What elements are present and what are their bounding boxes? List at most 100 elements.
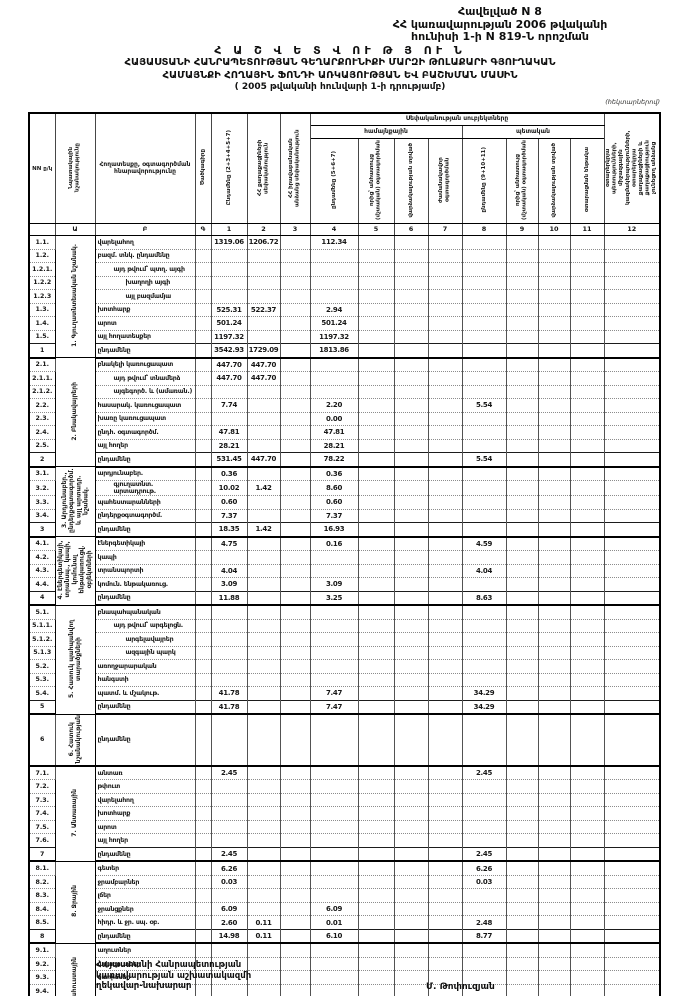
value-cell-col11 bbox=[569, 983, 605, 996]
value-cell-col10 bbox=[537, 466, 571, 482]
code-cell bbox=[194, 833, 212, 848]
value-cell-col4 bbox=[309, 289, 359, 304]
code-cell bbox=[194, 806, 212, 821]
row-number: 7.6. bbox=[28, 833, 56, 848]
value-cell-col8: 5.54 bbox=[461, 398, 507, 413]
value-cell-col1 bbox=[210, 632, 248, 647]
code-cell bbox=[194, 874, 212, 890]
code-cell bbox=[194, 411, 212, 427]
row-label: այլ հողեր bbox=[94, 438, 196, 454]
value-cell-col5 bbox=[357, 316, 395, 331]
value-cell-col6 bbox=[393, 248, 429, 264]
value-cell-col3 bbox=[279, 495, 311, 510]
value-cell-col6 bbox=[393, 495, 429, 510]
value-cell-col10 bbox=[537, 289, 571, 304]
value-cell-col9 bbox=[505, 411, 539, 427]
row-label: գետեր bbox=[94, 860, 196, 876]
code-cell bbox=[194, 888, 212, 903]
code-cell bbox=[194, 672, 212, 688]
value-cell-col12 bbox=[603, 536, 661, 552]
value-cell-col7 bbox=[427, 901, 463, 917]
row-number: 2.4. bbox=[28, 425, 56, 440]
table-row: 7.1. 7. Անտառային անտառ 2.45 2.45 bbox=[28, 765, 661, 862]
value-cell-col2 bbox=[246, 411, 281, 427]
value-cell-col9 bbox=[505, 604, 539, 620]
row-label: ջրանցքներ bbox=[94, 901, 196, 917]
value-cell-col11 bbox=[569, 452, 605, 468]
value-cell-col11 bbox=[569, 384, 605, 400]
value-cell-col1: 4.75 bbox=[210, 536, 248, 552]
value-cell-col1: 447.70 bbox=[210, 371, 248, 386]
row-label: աղուտներ bbox=[94, 942, 196, 958]
table-row: 7.4. խոտհարք bbox=[28, 806, 661, 821]
table-row: 1.4. արոտ 501.24 501.24 bbox=[28, 316, 661, 331]
section-name: 1. Գյուղատնտեսական նշանակ. bbox=[54, 235, 96, 359]
code-cell bbox=[194, 792, 212, 808]
value-cell-col8: 34.29 bbox=[461, 686, 507, 701]
value-cell-col4 bbox=[309, 888, 359, 903]
section-name-text: 1. Գյուղատնտեսական նշանակ. bbox=[71, 244, 79, 347]
value-cell-col6 bbox=[393, 289, 429, 304]
value-cell-col7 bbox=[427, 235, 463, 250]
value-cell-col3 bbox=[279, 779, 311, 794]
report-date-note: ( 2005 թվականի հունվարի 1-ի դրությամբ) bbox=[234, 82, 446, 92]
value-cell-col2 bbox=[246, 275, 281, 291]
table-row: 3.4. ընդերքօգտագործմ. 7.37 7.37 bbox=[28, 508, 661, 524]
row-number: 3.2. bbox=[28, 480, 56, 497]
row-number: 1.2. bbox=[28, 248, 56, 264]
section-name: 8. Ջրային bbox=[54, 860, 96, 944]
value-cell-col2 bbox=[246, 604, 281, 620]
value-cell-col6 bbox=[393, 713, 429, 767]
section-name-text: 9. Պահուստային bbox=[71, 956, 79, 996]
value-cell-col1: 525.31 bbox=[210, 302, 248, 318]
row-label: առողջարարական bbox=[94, 659, 196, 674]
value-cell-col3 bbox=[279, 604, 311, 620]
row-number: 4.3. bbox=[28, 563, 56, 579]
section-name: 2. Բնակավայրերի bbox=[54, 357, 96, 468]
value-cell-col11 bbox=[569, 659, 605, 674]
value-cell-col1 bbox=[210, 248, 248, 264]
col-number bbox=[28, 223, 56, 237]
code-cell bbox=[194, 563, 212, 579]
value-cell-col11 bbox=[569, 495, 605, 510]
value-cell-col8: 0.03 bbox=[461, 874, 507, 890]
value-cell-col11 bbox=[569, 672, 605, 688]
value-cell-col3 bbox=[279, 343, 311, 359]
value-cell-col4 bbox=[309, 846, 359, 863]
value-cell-col6 bbox=[393, 508, 429, 524]
value-cell-col2 bbox=[246, 888, 281, 903]
value-cell-col3 bbox=[279, 819, 311, 835]
code-cell bbox=[194, 480, 212, 497]
row-label: վարելահող bbox=[94, 792, 196, 808]
value-cell-col5 bbox=[357, 343, 395, 359]
header-row-numbers: Ա Բ Գ 1 2 3 4 5 6 7 8 9 10 11 12 bbox=[28, 223, 661, 237]
value-cell-col10 bbox=[537, 398, 571, 413]
col-number: 8 bbox=[461, 223, 507, 237]
value-cell-col2: 447.70 bbox=[246, 357, 281, 373]
value-cell-col9 bbox=[505, 550, 539, 565]
value-cell-col9 bbox=[505, 577, 539, 592]
value-cell-col1: 3.09 bbox=[210, 577, 248, 592]
table-row: 2.5. այլ հողեր 28.21 28.21 bbox=[28, 438, 661, 454]
code-cell bbox=[194, 659, 212, 674]
table-row: 4 ընդամենը 11.88 3.25 8.63 bbox=[28, 590, 661, 607]
value-cell-col11 bbox=[569, 235, 605, 250]
value-cell-col11 bbox=[569, 289, 605, 304]
value-cell-col9 bbox=[505, 425, 539, 440]
value-cell-col12 bbox=[603, 928, 661, 945]
value-cell-col5 bbox=[357, 874, 395, 890]
col-number: Գ bbox=[194, 223, 212, 237]
value-cell-col9 bbox=[505, 819, 539, 835]
value-cell-col6 bbox=[393, 577, 429, 592]
value-cell-col4 bbox=[309, 819, 359, 835]
value-cell-col2 bbox=[246, 495, 281, 510]
unit-note: (հեկտարներով) bbox=[605, 98, 660, 106]
value-cell-col2 bbox=[246, 398, 281, 413]
value-cell-col12 bbox=[603, 632, 661, 647]
row-label: արոտ bbox=[94, 819, 196, 835]
value-cell-col6 bbox=[393, 792, 429, 808]
value-cell-col11 bbox=[569, 302, 605, 318]
value-cell-col3 bbox=[279, 686, 311, 701]
value-cell-col10 bbox=[537, 371, 571, 386]
